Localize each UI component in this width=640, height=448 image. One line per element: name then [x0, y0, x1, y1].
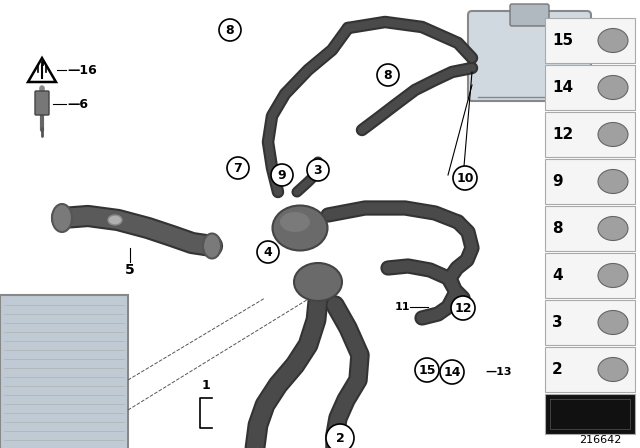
Ellipse shape	[598, 29, 628, 52]
Bar	[545, 159, 635, 204]
Ellipse shape	[273, 206, 328, 250]
Text: 3: 3	[552, 315, 563, 330]
Ellipse shape	[108, 215, 122, 225]
Text: 7: 7	[234, 161, 243, 175]
Text: 14: 14	[444, 366, 461, 379]
Circle shape	[440, 360, 464, 384]
Text: 2: 2	[335, 431, 344, 444]
Text: 2: 2	[552, 362, 563, 377]
Text: 8: 8	[384, 69, 392, 82]
Bar	[545, 18, 635, 63]
Ellipse shape	[598, 310, 628, 335]
Circle shape	[415, 358, 439, 382]
Circle shape	[451, 296, 475, 320]
Text: 10: 10	[456, 172, 474, 185]
Ellipse shape	[52, 204, 72, 232]
Text: 8: 8	[226, 23, 234, 36]
FancyBboxPatch shape	[510, 4, 549, 26]
Ellipse shape	[598, 122, 628, 146]
Ellipse shape	[598, 216, 628, 241]
Text: 15: 15	[419, 363, 436, 376]
Bar	[0, 295, 128, 448]
Text: 4: 4	[552, 268, 563, 283]
Polygon shape	[28, 58, 56, 82]
Text: 9: 9	[552, 174, 563, 189]
Bar	[545, 65, 635, 110]
Text: 8: 8	[552, 221, 563, 236]
Text: 11: 11	[394, 302, 410, 312]
Circle shape	[271, 164, 293, 186]
Ellipse shape	[598, 358, 628, 382]
Ellipse shape	[598, 169, 628, 194]
Circle shape	[326, 424, 354, 448]
Text: 15: 15	[552, 33, 573, 48]
Bar	[545, 394, 635, 434]
Bar	[545, 253, 635, 298]
Ellipse shape	[598, 76, 628, 99]
Circle shape	[307, 159, 329, 181]
Circle shape	[219, 19, 241, 41]
Text: 5: 5	[125, 263, 135, 277]
FancyBboxPatch shape	[35, 91, 49, 115]
Bar	[545, 112, 635, 157]
Circle shape	[453, 166, 477, 190]
Text: 14: 14	[552, 80, 573, 95]
Circle shape	[377, 64, 399, 86]
Circle shape	[227, 157, 249, 179]
FancyBboxPatch shape	[468, 11, 591, 101]
Circle shape	[257, 241, 279, 263]
Text: 3: 3	[314, 164, 323, 177]
Text: 12: 12	[454, 302, 472, 314]
Text: —13: —13	[485, 367, 511, 377]
Bar	[545, 206, 635, 251]
Text: 4: 4	[264, 246, 273, 258]
Ellipse shape	[280, 212, 310, 232]
Ellipse shape	[203, 233, 221, 258]
Text: —16: —16	[67, 64, 97, 77]
Bar	[545, 300, 635, 345]
Text: 9: 9	[278, 168, 286, 181]
Bar	[545, 347, 635, 392]
Text: 12: 12	[552, 127, 573, 142]
Text: —6: —6	[67, 98, 88, 111]
Text: 216642: 216642	[579, 435, 621, 445]
Ellipse shape	[294, 263, 342, 301]
Text: 1: 1	[202, 379, 211, 392]
Ellipse shape	[598, 263, 628, 288]
